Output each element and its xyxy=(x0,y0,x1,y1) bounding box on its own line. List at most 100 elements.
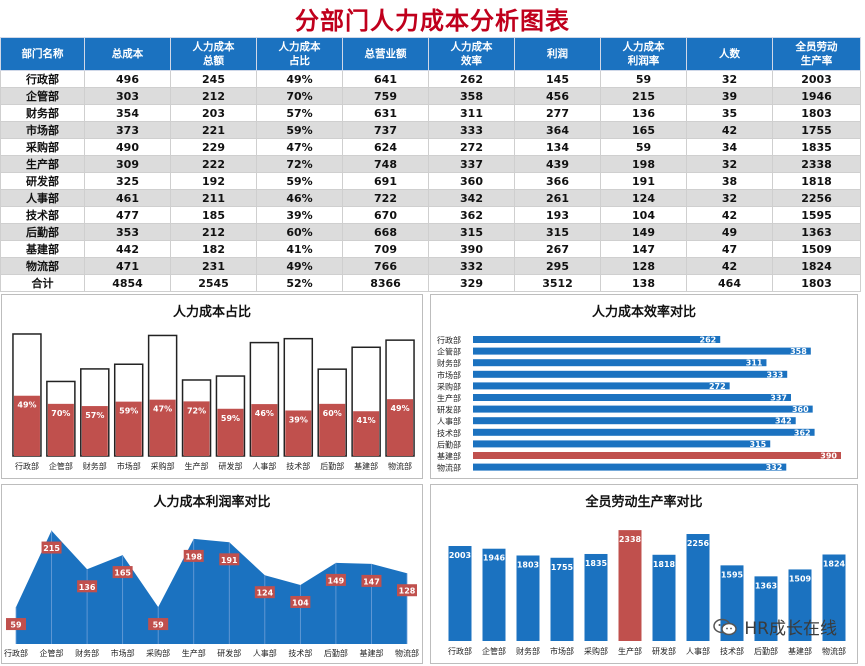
table-cell: 38 xyxy=(686,172,773,190)
table-cell: 390 xyxy=(428,240,515,258)
table-cell: 496 xyxy=(84,70,171,88)
table-cell: 59 xyxy=(600,70,687,88)
table-row: 企管部 303 212 70% 759 358 456 215 39 1946 xyxy=(0,87,861,105)
productivity-bar xyxy=(720,565,744,641)
category-label: 后勤部 xyxy=(324,648,348,658)
category-label: 人事部 xyxy=(253,648,277,658)
profit-rate-chart: 59 行政部 215 企管部 136 财务部 165 市场部 59 采购部 198 生产部 191 研发部… xyxy=(4,530,419,658)
category-label: 企管部 xyxy=(437,347,461,357)
table-cell: 332 xyxy=(428,257,515,275)
category-label: 财务部 xyxy=(83,461,107,471)
table-cell: 211 xyxy=(170,189,257,207)
category-label: 市场部 xyxy=(111,648,135,658)
table-cell: 295 xyxy=(514,257,601,275)
table-cell: 42 xyxy=(686,257,773,275)
table-cell: 203 xyxy=(170,104,257,122)
table-cell: 8366 xyxy=(342,274,429,292)
table-cell: 后勤部 xyxy=(0,223,85,241)
table-cell: 668 xyxy=(342,223,429,241)
productivity-bar xyxy=(618,530,642,641)
efficiency-bar xyxy=(473,394,791,401)
hr-cost-bar xyxy=(217,408,244,456)
hr-cost-bar xyxy=(183,401,210,456)
category-label: 研发部 xyxy=(437,405,461,415)
bar-data-label: 59% xyxy=(119,407,138,416)
bar-data-label: 41% xyxy=(357,416,376,425)
table-cell: 354 xyxy=(84,104,171,122)
bar-data-label: 262 xyxy=(700,336,717,345)
table-cell: 59 xyxy=(600,138,687,156)
watermark: HR成长在线 xyxy=(712,614,837,639)
table-cell: 641 xyxy=(342,70,429,88)
category-label: 生产部 xyxy=(182,648,206,658)
efficiency-bar xyxy=(473,336,721,343)
table-cell: 373 xyxy=(84,121,171,139)
watermark-text: HR成长在线 xyxy=(744,619,837,639)
data-label-box xyxy=(112,566,133,579)
bar-data-label: 272 xyxy=(709,382,726,391)
table-cell: 1509 xyxy=(772,240,861,258)
bar-data-label: 333 xyxy=(767,370,784,379)
bar-data-label: 315 xyxy=(750,440,767,449)
table-cell: 364 xyxy=(514,121,601,139)
table-cell: 461 xyxy=(84,189,171,207)
bar-data-label: 70% xyxy=(51,409,70,418)
category-label: 基建部 xyxy=(788,646,812,656)
bar-data-label: 332 xyxy=(766,463,783,472)
table-cell: 333 xyxy=(428,121,515,139)
bar-data-label: 47% xyxy=(153,405,172,414)
table-cell: 315 xyxy=(514,223,601,241)
table-cell: 229 xyxy=(170,138,257,156)
table-cell: 149 xyxy=(600,223,687,241)
table-cell: 32 xyxy=(686,189,773,207)
bar-data-label: 1755 xyxy=(551,563,574,572)
table-cell: 222 xyxy=(170,155,257,173)
table-cell: 49% xyxy=(256,70,343,88)
table-cell: 342 xyxy=(428,189,515,207)
table-row: 技术部 477 185 39% 670 362 193 104 42 1595 xyxy=(0,206,861,224)
bar-data-label: 360 xyxy=(792,405,809,414)
table-cell: 47 xyxy=(686,240,773,258)
column-header: 人力成本 效率 xyxy=(428,37,515,71)
productivity-bar xyxy=(584,553,608,641)
hr-cost-bar xyxy=(285,410,312,456)
efficiency-bar xyxy=(473,452,841,459)
category-label: 采购部 xyxy=(146,648,170,658)
table-row: 基建部 442 182 41% 709 390 267 147 47 1509 xyxy=(0,240,861,258)
bar-data-label: 59 xyxy=(153,621,165,630)
category-label: 行政部 xyxy=(15,461,39,471)
bar-data-label: 147 xyxy=(363,577,380,586)
hr-cost-bar xyxy=(47,403,74,456)
table-cell: 34 xyxy=(686,138,773,156)
column-header: 部门名称 xyxy=(0,37,85,71)
table-cell: 46% xyxy=(256,189,343,207)
hr-cost-bar xyxy=(251,404,278,456)
table-cell: 2338 xyxy=(772,155,861,173)
table-cell: 464 xyxy=(686,274,773,292)
table-cell: 272 xyxy=(428,138,515,156)
bar-data-label: 124 xyxy=(256,589,273,598)
column-header: 总营业额 xyxy=(342,37,429,71)
category-label: 企管部 xyxy=(40,648,64,658)
category-label: 生产部 xyxy=(618,646,642,656)
table-header-row: 部门名称 总成本 人力成本 总额 人力成本 占比 总营业额 人力成本 效率 利润 人力成本 利… xyxy=(0,37,861,71)
bar-data-label: 198 xyxy=(185,552,202,561)
productivity-bar xyxy=(550,557,574,641)
category-label: 行政部 xyxy=(437,335,461,345)
data-label-box xyxy=(183,549,204,562)
category-label: 技术部 xyxy=(437,428,461,438)
table-cell: 行政部 xyxy=(0,70,85,88)
category-label: 后勤部 xyxy=(437,439,461,449)
table-cell: 192 xyxy=(170,172,257,190)
table-cell: 59% xyxy=(256,121,343,139)
data-label-box xyxy=(361,574,382,587)
table-cell: 165 xyxy=(600,121,687,139)
efficiency-chart: 行政部 262 企管部 358 财务部 311 市场部 333 采购部 272 生产部 337 研发部 3… xyxy=(437,335,841,473)
table-row: 采购部 490 229 47% 624 272 134 59 34 1835 xyxy=(0,138,861,156)
category-label: 技术部 xyxy=(720,646,744,656)
table-cell: 360 xyxy=(428,172,515,190)
table-cell: 72% xyxy=(256,155,343,173)
table-cell: 70% xyxy=(256,87,343,105)
bar-data-label: 1803 xyxy=(517,560,539,569)
data-label-box xyxy=(77,580,98,593)
